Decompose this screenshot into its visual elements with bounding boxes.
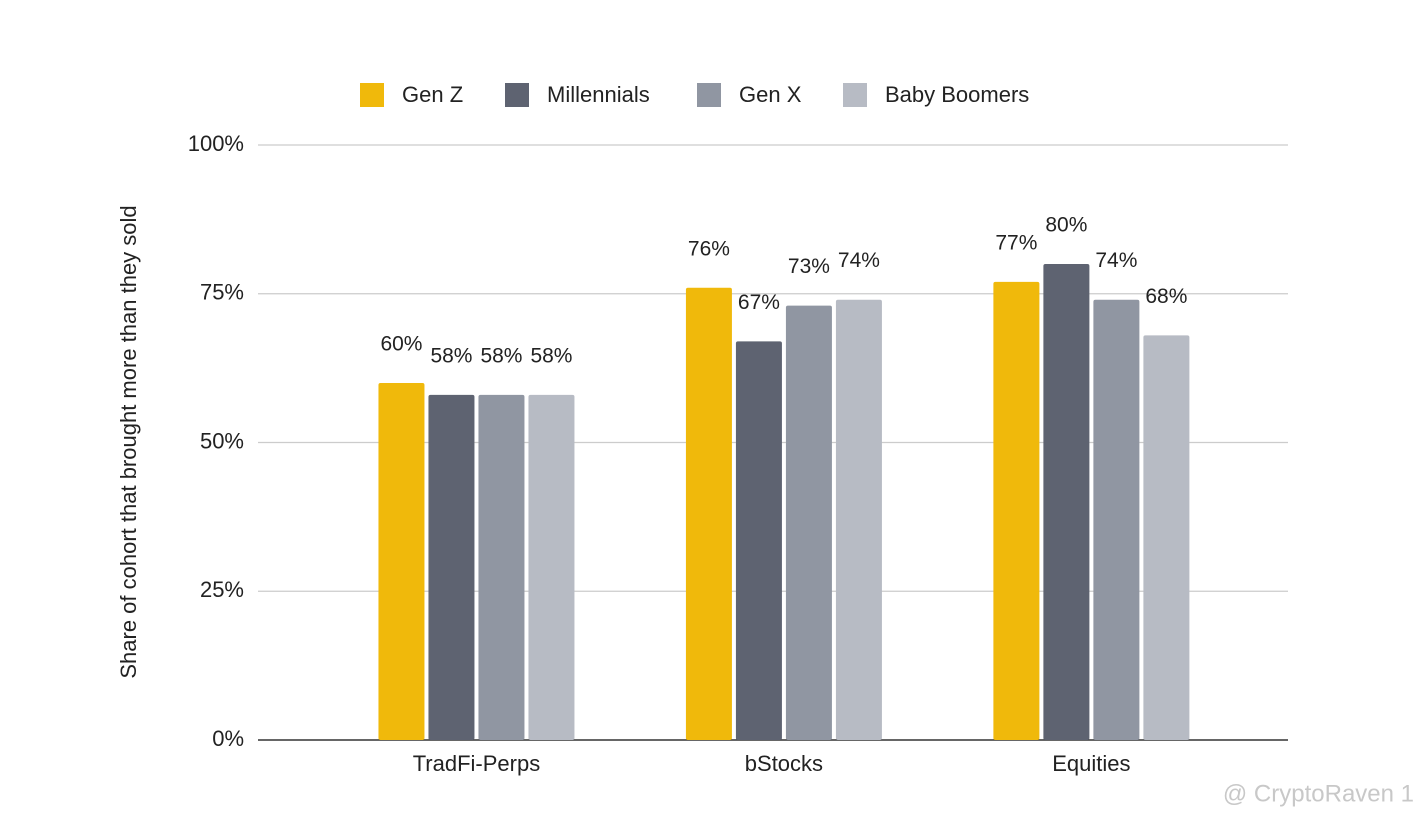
bar (1043, 264, 1090, 740)
value-label: 58% (430, 344, 472, 367)
value-label: 58% (480, 344, 522, 367)
legend-label: Gen Z (402, 82, 463, 107)
legend-swatch (697, 83, 721, 107)
bar (378, 383, 425, 740)
value-label: 74% (838, 249, 880, 272)
value-label: 77% (995, 231, 1037, 254)
bar (685, 287, 732, 740)
legend-swatch (505, 83, 529, 107)
bar (993, 281, 1040, 740)
y-tick-label: 25% (200, 577, 244, 602)
x-tick-label: TradFi-Perps (413, 751, 541, 776)
legend-label: Baby Boomers (885, 82, 1029, 107)
y-tick-label: 75% (200, 280, 244, 305)
value-label: 60% (380, 333, 422, 356)
x-tick-label: bStocks (745, 751, 823, 776)
legend-label: Gen X (739, 82, 802, 107)
legend-label: Millennials (547, 82, 650, 107)
value-label: 76% (688, 237, 730, 260)
value-label: 67% (738, 291, 780, 314)
bar (1143, 335, 1190, 740)
bar (835, 299, 882, 740)
legend-swatch (843, 83, 867, 107)
value-label: 68% (1145, 285, 1187, 308)
y-tick-label: 100% (188, 131, 244, 156)
bar (428, 394, 475, 740)
y-tick-label: 0% (212, 726, 244, 751)
value-label: 58% (530, 344, 572, 367)
bar (785, 305, 832, 740)
value-label: 74% (1095, 249, 1137, 272)
value-label: 73% (788, 255, 830, 278)
legend-swatch (360, 83, 384, 107)
bar (478, 394, 525, 740)
bar (528, 394, 575, 740)
y-axis-label: Share of cohort that brought more than t… (116, 205, 141, 678)
watermark: @ CryptoRaven 1 (1223, 780, 1414, 807)
bar (735, 341, 782, 740)
y-tick-label: 50% (200, 428, 244, 453)
x-tick-label: Equities (1052, 751, 1130, 776)
bar (1093, 299, 1140, 740)
value-label: 80% (1045, 214, 1087, 237)
